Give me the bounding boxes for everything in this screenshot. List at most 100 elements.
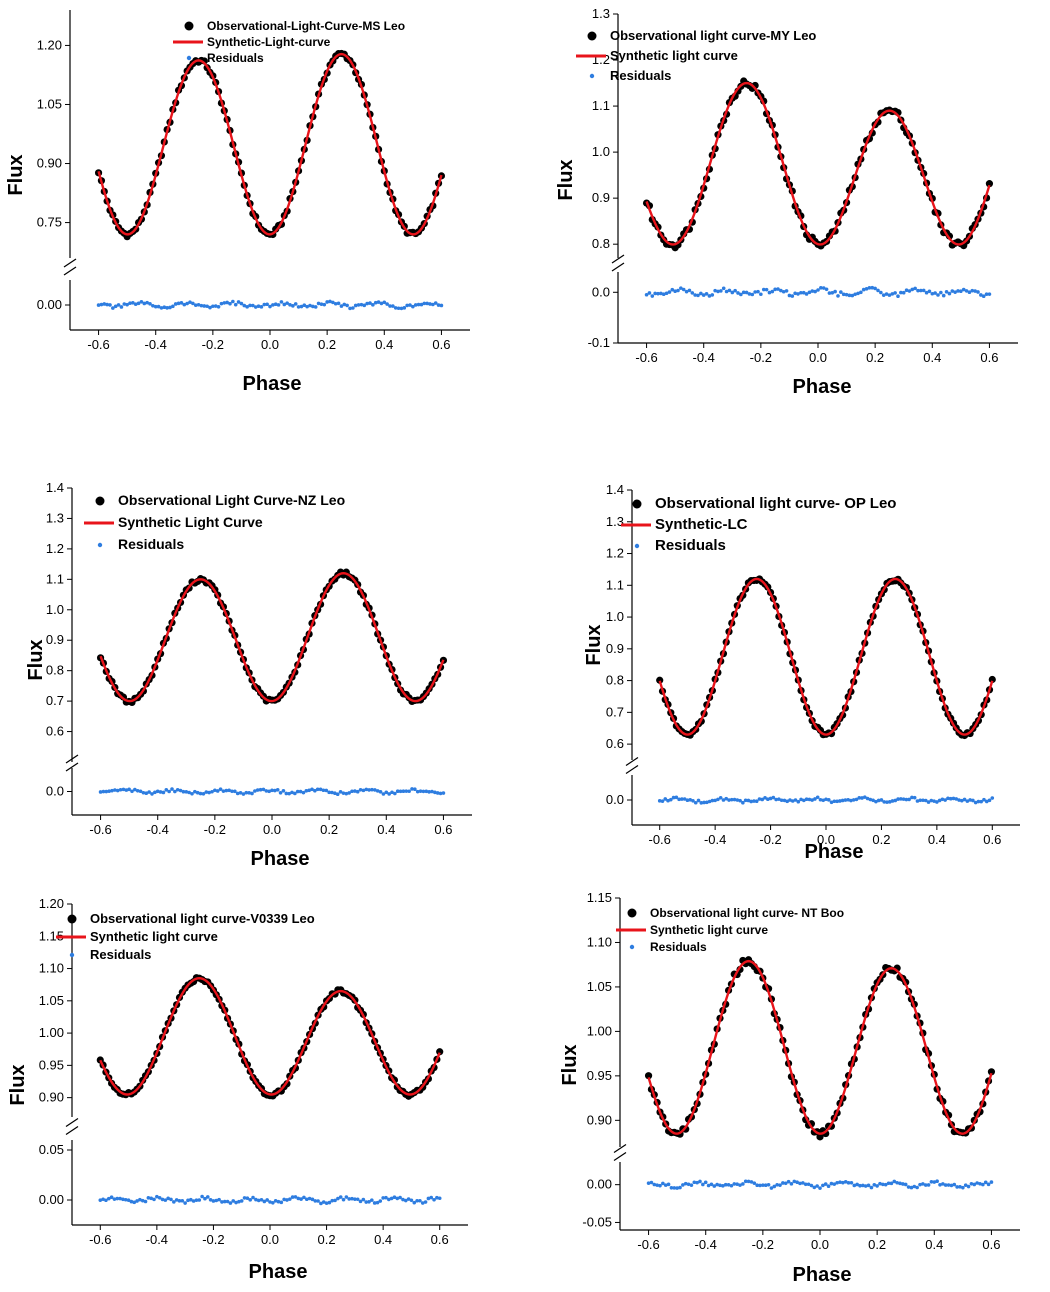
residual-point <box>813 797 817 801</box>
residual-point <box>333 791 337 796</box>
x-tick-label: -0.2 <box>759 832 781 847</box>
residual-point <box>735 798 740 802</box>
residual-point <box>895 1180 899 1185</box>
residual-point <box>138 789 143 794</box>
residual-point <box>904 288 909 293</box>
observed-point <box>816 1133 824 1141</box>
residual-point <box>178 788 183 793</box>
residual-point <box>978 1181 982 1186</box>
residual-point <box>113 788 117 792</box>
residual-point <box>689 1183 694 1187</box>
residual-point <box>161 790 166 795</box>
residual-point <box>132 1200 137 1205</box>
x-tick-label: 0.6 <box>432 337 450 352</box>
residual-point <box>912 795 917 800</box>
residual-point <box>353 1197 357 1201</box>
x-axis-label: Phase <box>251 848 310 870</box>
residual-point <box>680 797 684 801</box>
y-tick-label: 1.1 <box>606 577 624 592</box>
x-tick-label: -0.2 <box>750 350 772 365</box>
residual-point <box>129 1199 134 1204</box>
legend-observed-marker <box>184 21 194 31</box>
residual-point <box>661 292 666 297</box>
legend: Observational-Light-Curve-MS Leo Syntheti… <box>173 19 405 65</box>
residual-point <box>907 797 911 802</box>
residual-point <box>818 1186 822 1190</box>
residual-point <box>936 293 940 297</box>
x-tick-label: 0.4 <box>923 350 941 365</box>
residual-point <box>372 1201 377 1205</box>
x-tick-label: 0.0 <box>817 832 835 847</box>
residual-point <box>310 787 314 792</box>
y-tick-label: 0.7 <box>46 693 64 708</box>
residual-point <box>153 790 157 795</box>
residual-point <box>876 798 881 803</box>
residual-point <box>754 799 759 803</box>
residual-point <box>929 1180 934 1184</box>
residual-point <box>890 799 895 803</box>
residual-point <box>753 290 757 294</box>
residual-point <box>333 301 338 306</box>
residual-point <box>667 290 672 294</box>
residual-point <box>871 798 875 803</box>
residual-point <box>923 798 928 803</box>
axis-break-mark <box>65 754 79 764</box>
residual-point <box>213 304 218 308</box>
residual-point <box>193 789 197 794</box>
residual-point <box>279 1200 284 1205</box>
residual-point <box>859 290 863 295</box>
residual-point <box>331 300 335 305</box>
residual-point <box>901 797 906 801</box>
synthetic-curve <box>658 577 994 736</box>
y-tick-label: 0.0 <box>46 784 64 799</box>
light-curve-panel-3: -0.6 -0.4 -0.2 0.0 0.2 0.4 0.6 0.6 0.7 0.8 0.9 1.0 1… <box>25 480 472 870</box>
residual-point <box>427 790 431 794</box>
residual-point <box>271 1200 275 1205</box>
residual-point <box>215 789 220 793</box>
residual-point <box>185 301 189 306</box>
residual-point <box>350 1196 354 1201</box>
residual-point <box>941 1182 945 1186</box>
residual-point <box>273 302 278 307</box>
residual-point <box>393 791 397 796</box>
residual-point <box>402 306 407 310</box>
residual-point <box>841 292 846 297</box>
residual-point <box>686 1182 691 1187</box>
residual-point <box>253 305 258 309</box>
residual-point <box>741 1182 745 1186</box>
residual-point <box>370 787 374 792</box>
residual-point <box>849 1180 854 1185</box>
residual-point <box>670 287 675 292</box>
residual-point <box>938 1183 942 1187</box>
residual-point <box>174 1198 179 1202</box>
y-tick-label: 1.10 <box>39 961 64 976</box>
x-tick-label: -0.6 <box>649 832 671 847</box>
residual-point <box>298 789 303 794</box>
residual-point <box>435 791 440 795</box>
x-tick-label: 0.0 <box>261 337 279 352</box>
residual-point <box>413 787 417 792</box>
legend-residuals-marker <box>634 543 640 549</box>
y-tick-label: 1.2 <box>606 546 624 561</box>
residual-point <box>371 303 375 307</box>
observed-series <box>96 568 448 707</box>
residual-point <box>231 1199 236 1203</box>
y-tick-label: 1.3 <box>592 6 610 21</box>
residual-point <box>982 797 986 802</box>
residuals-series <box>644 285 992 299</box>
residual-point <box>896 294 900 299</box>
residual-point <box>106 1196 111 1201</box>
residual-point <box>302 1195 306 1200</box>
x-tick-label: 0.0 <box>811 1237 829 1252</box>
residual-point <box>353 789 357 793</box>
light-curve-panel-2: -0.6 -0.4 -0.2 0.0 0.2 0.4 0.6 0.8 0.9 1.0 1.1 1.2 1… <box>555 6 1018 398</box>
residual-point <box>147 790 151 794</box>
residual-point <box>259 1197 264 1202</box>
residual-point <box>142 301 147 306</box>
residual-point <box>200 1194 204 1199</box>
y-tick-label: 1.2 <box>46 541 64 556</box>
residual-point <box>358 1199 363 1204</box>
residual-point <box>250 791 254 796</box>
residual-point <box>718 1183 722 1188</box>
residual-point <box>205 304 209 309</box>
